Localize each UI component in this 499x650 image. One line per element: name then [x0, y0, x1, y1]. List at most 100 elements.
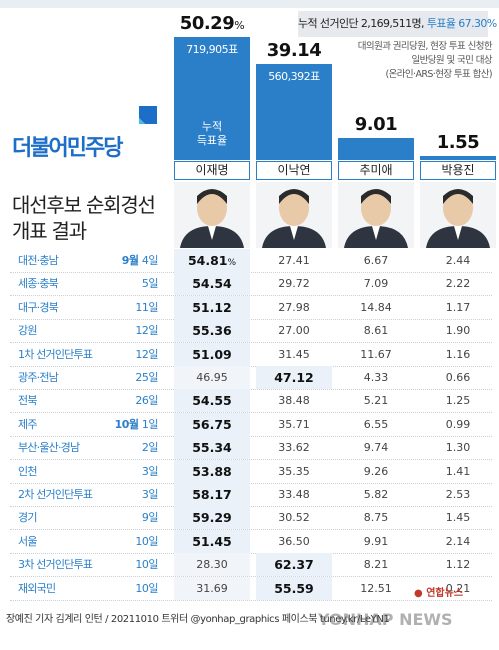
method-note: 대의원과 권리당원, 현장 투표 신청한 일반당원 및 국민 대상 (온라인·A… — [326, 40, 493, 82]
table-row: 1차 선거인단투표 12일 51.09 31.45 11.67 1.16 — [10, 342, 492, 367]
vote-share-cell: 47.12 — [256, 366, 332, 389]
region-label: 2차 선거인단투표 — [18, 488, 93, 501]
vote-share-cell: 55.59 — [256, 576, 332, 600]
vote-share-cell: 30.52 — [278, 511, 310, 525]
vote-share-cell: 31.45 — [278, 347, 310, 361]
vote-share-cell: 36.50 — [278, 534, 310, 548]
vote-share-cell: 54.81% — [174, 249, 250, 275]
vote-share-cell: 27.00 — [278, 324, 310, 338]
vote-share-cell: 1.17 — [445, 300, 471, 314]
bar-value-label: 50.29% — [179, 13, 245, 34]
vote-share-cell: 6.67 — [363, 254, 389, 267]
bar-박용진 — [420, 156, 496, 160]
chart-title-line: 개표 결과 — [12, 219, 87, 243]
table-row: 경기 9일 59.29 30.52 8.75 1.45 — [10, 506, 492, 531]
table-row: 대전·충남 9월 4일 54.81% 27.41 6.67 2.44 — [10, 249, 492, 275]
bar-이재명 — [174, 37, 250, 160]
party-logo-icon — [139, 106, 157, 124]
candidate-photo — [256, 182, 332, 248]
vote-share-cell: 56.75 — [174, 412, 250, 436]
region-label: 부산·울산·경남 — [18, 441, 80, 455]
date-label: 11일 — [135, 300, 158, 314]
agency-logo: ● 연합뉴스 — [414, 588, 464, 599]
candidate-name: 이낙연 — [256, 161, 332, 180]
vote-share-cell: 11.67 — [360, 347, 392, 361]
vote-share-cell: 51.12 — [174, 295, 250, 319]
vote-share-cell: 2.53 — [445, 488, 471, 501]
vote-share-cell: 35.35 — [278, 464, 310, 478]
percent-unit: % — [227, 258, 237, 268]
vote-share-cell: 1.41 — [445, 464, 471, 478]
cumulative-label: 누적 득표율 — [174, 120, 250, 148]
credit-line: 장예진 기자 김계리 인턴 / 20211010 트위터 @yonhap_gra… — [6, 614, 390, 625]
vote-share-cell: 0.99 — [445, 417, 471, 431]
vote-share-cell: 31.69 — [174, 576, 250, 600]
date-label: 5일 — [141, 277, 159, 291]
percent-unit: % — [234, 19, 245, 32]
vote-share-cell: 46.95 — [174, 366, 250, 389]
region-label: 대구·경북 — [18, 300, 59, 314]
vote-share-cell: 0.66 — [445, 371, 471, 384]
candidate-photo — [420, 182, 496, 248]
candidate-photo — [338, 182, 414, 248]
table-row: 제주 10월 1일 56.75 35.71 6.55 0.99 — [10, 412, 492, 437]
vote-share-cell: 14.84 — [360, 300, 392, 314]
vote-share-cell: 5.82 — [363, 488, 389, 501]
vote-share-cell: 1.25 — [445, 394, 471, 408]
region-label: 제주 — [18, 417, 37, 431]
vote-share-cell: 8.61 — [363, 324, 389, 338]
vote-share-cell: 54.54 — [174, 272, 250, 296]
chart-title-line: 대선후보 순회경선 — [12, 193, 156, 217]
table-row: 강원 12일 55.36 27.00 8.61 1.90 — [10, 319, 492, 344]
vote-share-cell: 6.55 — [363, 417, 389, 431]
summary-prefix: 누적 선거인단 2,169,511명, — [298, 17, 427, 30]
vote-share-cell: 55.34 — [174, 436, 250, 460]
date-label: 9일 — [141, 511, 159, 525]
date-label: 9월 4일 — [121, 254, 159, 267]
table-row: 광주·전남 25일 46.95 47.12 4.33 0.66 — [10, 366, 492, 390]
table-row: 전북 26일 54.55 38.48 5.21 1.25 — [10, 389, 492, 414]
vote-share-cell: 7.09 — [363, 277, 389, 291]
vote-share-cell: 1.12 — [445, 558, 471, 572]
note-line: 대의원과 권리당원, 현장 투표 신청한 — [357, 41, 493, 52]
region-label: 재외국민 — [18, 581, 56, 595]
date-label: 10일 — [135, 581, 158, 595]
candidate-name: 박용진 — [420, 161, 496, 180]
region-label: 경기 — [18, 511, 37, 525]
cumulative-label-line: 누적 — [201, 120, 223, 133]
vote-share-cell: 8.75 — [363, 511, 389, 525]
table-row: 서울 10일 51.45 36.50 9.91 2.14 — [10, 529, 492, 554]
date-label: 12일 — [135, 324, 158, 338]
vote-share-cell: 29.72 — [278, 277, 310, 291]
vote-share-cell: 1.16 — [445, 347, 471, 361]
date-label: 26일 — [135, 394, 158, 408]
vote-count: 719,905표 — [186, 43, 238, 56]
vote-share-cell: 9.91 — [363, 534, 389, 548]
vote-share-cell: 9.74 — [363, 441, 389, 455]
vote-share-cell: 5.21 — [363, 394, 389, 408]
date-label: 10월 1일 — [114, 417, 159, 431]
date-label: 2일 — [141, 441, 159, 455]
bar-추미애 — [338, 138, 414, 160]
vote-share-cell: 8.21 — [363, 558, 389, 572]
vote-share-cell: 1.45 — [445, 511, 471, 525]
date-label: 25일 — [135, 371, 158, 384]
vote-share-cell: 35.71 — [278, 417, 310, 431]
table-row: 부산·울산·경남 2일 55.34 33.62 9.74 1.30 — [10, 436, 492, 461]
date-label: 10일 — [135, 534, 158, 548]
table-row: 3차 선거인단투표 10일 28.30 62.37 8.21 1.12 — [10, 553, 492, 578]
vote-share-cell: 38.48 — [278, 394, 310, 408]
electorate-summary: 누적 선거인단 2,169,511명, 투표율 67.30% — [298, 11, 497, 37]
region-label: 인천 — [18, 464, 37, 478]
note-line: (온라인·ARS·현장 투표 합산) — [385, 69, 493, 80]
table-row: 재외국민 10일 31.69 55.59 12.51 0.21 — [10, 576, 492, 601]
region-label: 세종·충북 — [18, 277, 59, 291]
table-row: 2차 선거인단투표 3일 58.17 33.48 5.82 2.53 — [10, 483, 492, 507]
vote-share-cell: 1.30 — [445, 441, 471, 455]
vote-share-cell: 28.30 — [174, 553, 250, 577]
month-label: 10월 — [114, 417, 142, 431]
vote-share-cell: 55.36 — [174, 319, 250, 343]
candidate-photo — [174, 182, 250, 248]
bar-이낙연 — [256, 64, 332, 160]
vote-share-cell: 62.37 — [256, 553, 332, 577]
